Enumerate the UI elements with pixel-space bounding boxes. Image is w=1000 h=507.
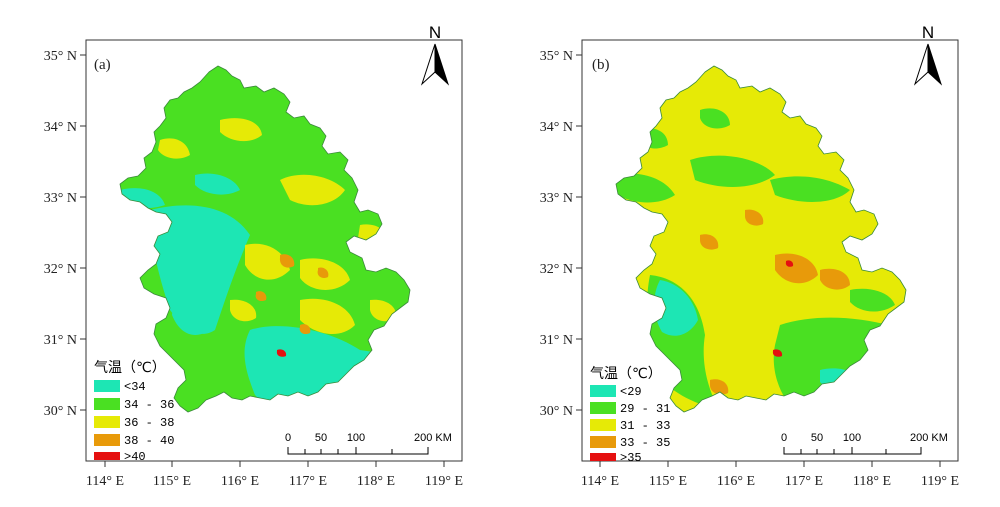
y-tick-label: 33° N — [44, 191, 77, 206]
legend-swatch — [94, 398, 120, 410]
scale-label: 200 KM — [910, 432, 948, 444]
north-arrow-icon — [434, 43, 450, 86]
legend-swatch — [94, 434, 120, 446]
scale-label: 50 — [811, 432, 823, 444]
province-boundary — [119, 65, 411, 413]
scale-bar: 0 50 100 200 KM — [781, 432, 948, 455]
panel-label: (a) — [94, 57, 111, 73]
legend-swatch — [590, 385, 616, 397]
legend-title: 气温（℃） — [590, 366, 662, 382]
legend-label: <34 — [124, 380, 146, 394]
raster-class-low — [616, 108, 906, 412]
x-tick-label: 116° E — [717, 474, 755, 489]
panel-b: (b) 35° N 34° N 33° N 32° N 31° N 30° N … — [540, 23, 959, 489]
province-boundary — [615, 65, 907, 413]
scale-label: 100 — [843, 432, 861, 444]
y-tick-label: 33° N — [540, 191, 573, 206]
raster-class-low — [120, 173, 410, 412]
scale-label: 0 — [285, 432, 291, 444]
legend: 气温（℃） <29 29 - 31 31 - 33 33 - 35 >35 — [590, 366, 670, 465]
x-tick-label: 117° E — [289, 474, 327, 489]
legend-label: 34 - 36 — [124, 398, 174, 412]
legend-label: 29 - 31 — [620, 402, 670, 416]
x-tick-label: 119° E — [921, 474, 959, 489]
north-arrow-icon — [927, 43, 943, 86]
legend-swatch — [94, 380, 120, 392]
legend-swatch — [590, 436, 616, 448]
north-label: N — [922, 23, 934, 42]
north-label: N — [429, 23, 441, 42]
x-tick-label: 114° E — [86, 474, 124, 489]
legend-label: <29 — [620, 385, 642, 399]
legend-swatch — [590, 419, 616, 431]
legend-label: >35 — [620, 451, 642, 465]
x-tick-label: 115° E — [153, 474, 191, 489]
x-tick-label: 116° E — [221, 474, 259, 489]
x-tick-label: 115° E — [649, 474, 687, 489]
x-tick-label: 118° E — [853, 474, 891, 489]
legend-label: 36 - 38 — [124, 416, 174, 430]
y-tick-label: 31° N — [540, 333, 573, 348]
x-tick-label: 119° E — [425, 474, 463, 489]
y-axis-ticks: 35° N 34° N 33° N 32° N 31° N 30° N — [540, 49, 582, 419]
legend-swatch — [590, 402, 616, 414]
legend: 气温（℃） <34 34 - 36 36 - 38 38 - 40 >40 — [94, 360, 174, 464]
scale-label: 100 — [347, 432, 365, 444]
y-tick-label: 34° N — [540, 120, 573, 135]
y-tick-label: 34° N — [44, 120, 77, 135]
panel-label: (b) — [592, 57, 610, 73]
legend-label: 33 - 35 — [620, 436, 670, 450]
x-tick-label: 117° E — [785, 474, 823, 489]
scale-label: 200 KM — [414, 432, 452, 444]
legend-swatch — [590, 453, 616, 461]
legend-label: 31 - 33 — [620, 419, 670, 433]
legend-label: 38 - 40 — [124, 434, 174, 448]
legend-label: >40 — [124, 450, 146, 464]
x-axis-ticks: 114° E 115° E 116° E 117° E 118° E 119° … — [86, 461, 463, 489]
x-tick-label: 118° E — [357, 474, 395, 489]
x-axis-ticks: 114° E 115° E 116° E 117° E 118° E 119° … — [581, 461, 959, 489]
x-tick-label: 114° E — [581, 474, 619, 489]
scale-label: 50 — [315, 432, 327, 444]
y-tick-label: 30° N — [540, 404, 573, 419]
y-tick-label: 31° N — [44, 333, 77, 348]
y-axis-ticks: 35° N 34° N 33° N 32° N 31° N 30° N — [44, 49, 86, 419]
scale-bar-line — [287, 447, 429, 455]
raster-class-very-hot — [276, 349, 287, 357]
scale-bar-line — [783, 447, 922, 455]
y-tick-label: 35° N — [44, 49, 77, 64]
raster-class-warm — [158, 94, 397, 335]
y-tick-label: 32° N — [540, 262, 573, 277]
panel-a: (a) 35° N 34° N 33° N 32° N 31° N 30° N … — [44, 23, 463, 489]
scale-label: 0 — [781, 432, 787, 444]
north-arrow: N — [913, 23, 943, 86]
y-tick-label: 32° N — [44, 262, 77, 277]
legend-swatch — [94, 452, 120, 460]
scale-bar: 0 50 100 200 KM — [285, 432, 452, 455]
y-tick-label: 30° N — [44, 404, 77, 419]
legend-title: 气温（℃） — [94, 360, 166, 376]
legend-swatch — [94, 416, 120, 428]
north-arrow: N — [420, 23, 450, 86]
y-tick-label: 35° N — [540, 49, 573, 64]
